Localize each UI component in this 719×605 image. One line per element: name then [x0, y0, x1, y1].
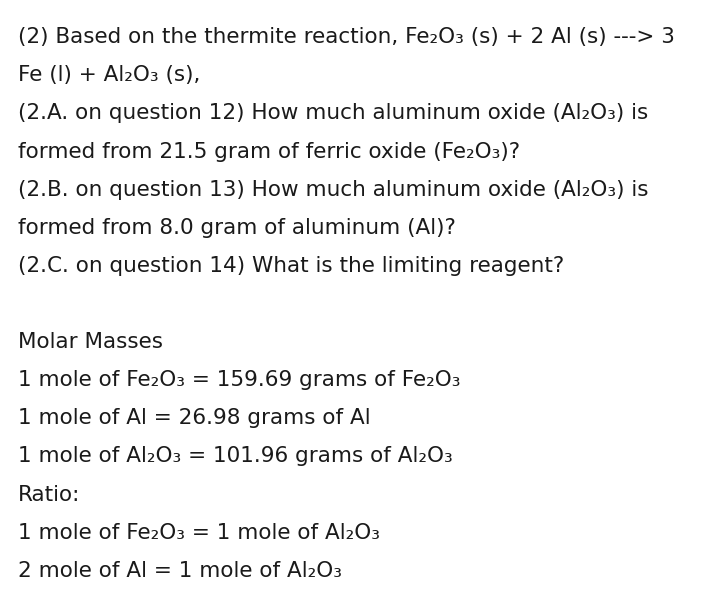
Text: 1 mole of Fe₂O₃ = 1 mole of Al₂O₃: 1 mole of Fe₂O₃ = 1 mole of Al₂O₃ — [18, 523, 380, 543]
Text: Fe (l) + Al₂O₃ (s),: Fe (l) + Al₂O₃ (s), — [18, 65, 201, 85]
Text: Ratio:: Ratio: — [18, 485, 81, 505]
Text: 1 mole of Al = 26.98 grams of Al: 1 mole of Al = 26.98 grams of Al — [18, 408, 370, 428]
Text: formed from 8.0 gram of aluminum (Al)?: formed from 8.0 gram of aluminum (Al)? — [18, 218, 456, 238]
Text: formed from 21.5 gram of ferric oxide (Fe₂O₃)?: formed from 21.5 gram of ferric oxide (F… — [18, 142, 520, 162]
Text: 2 mole of Al = 1 mole of Al₂O₃: 2 mole of Al = 1 mole of Al₂O₃ — [18, 561, 342, 581]
Text: 1 mole of Fe₂O₃ = 159.69 grams of Fe₂O₃: 1 mole of Fe₂O₃ = 159.69 grams of Fe₂O₃ — [18, 370, 460, 390]
Text: (2.B. on question 13) How much aluminum oxide (Al₂O₃) is: (2.B. on question 13) How much aluminum … — [18, 180, 649, 200]
Text: (2) Based on the thermite reaction, Fe₂O₃ (s) + 2 Al (s) ---> 3: (2) Based on the thermite reaction, Fe₂O… — [18, 27, 675, 47]
Text: Molar Masses: Molar Masses — [18, 332, 163, 352]
Text: (2.C. on question 14) What is the limiting reagent?: (2.C. on question 14) What is the limiti… — [18, 256, 564, 276]
Text: (2.A. on question 12) How much aluminum oxide (Al₂O₃) is: (2.A. on question 12) How much aluminum … — [18, 103, 649, 123]
Text: 1 mole of Al₂O₃ = 101.96 grams of Al₂O₃: 1 mole of Al₂O₃ = 101.96 grams of Al₂O₃ — [18, 446, 453, 466]
